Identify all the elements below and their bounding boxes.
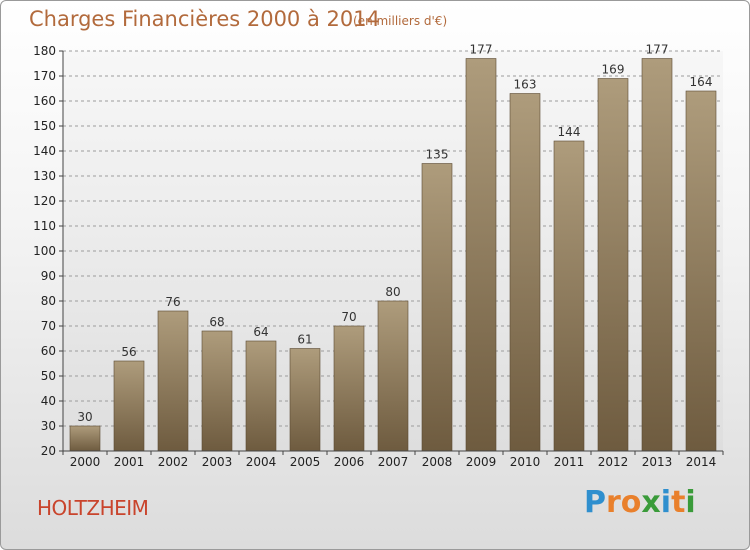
x-tick-label: 2004 [246, 455, 277, 469]
bar [289, 348, 321, 452]
x-tick-label: 2000 [70, 455, 101, 469]
y-tick-label: 70 [41, 319, 56, 333]
bar-value-label: 76 [165, 295, 180, 309]
y-tick-label: 110 [33, 219, 56, 233]
bar [421, 163, 453, 452]
y-tick-label: 90 [41, 269, 56, 283]
y-tick-label: 140 [33, 144, 56, 158]
bar [157, 310, 189, 452]
y-tick-label: 130 [33, 169, 56, 183]
bar-value-label: 80 [385, 285, 400, 299]
bar [113, 360, 145, 452]
bar-value-label: 61 [297, 333, 312, 347]
bar [69, 425, 101, 452]
bar-value-label: 135 [426, 148, 449, 162]
bar-value-label: 144 [558, 125, 581, 139]
x-tick-label: 2005 [290, 455, 321, 469]
bar-value-label: 169 [602, 63, 625, 77]
x-tick-label: 2013 [642, 455, 673, 469]
y-axis: 20 30 40 50 60 70 80 90 100 110 120 130 140 150 160 170… [33, 44, 64, 458]
bar-value-label: 64 [253, 325, 268, 339]
bar-value-label: 56 [121, 345, 136, 359]
bar [245, 340, 277, 452]
logo-letter: i [685, 485, 696, 520]
chart-title: Charges Financières 2000 à 2014 [29, 7, 380, 31]
y-tick-label: 30 [41, 419, 56, 433]
logo-letter: t [671, 485, 686, 520]
bar [377, 300, 409, 452]
y-tick-label: 170 [33, 69, 56, 83]
x-tick-label: 2009 [466, 455, 497, 469]
x-tick-label: 2006 [334, 455, 365, 469]
chart-subtitle: (en milliers d'€) [353, 14, 448, 28]
y-tick-label: 120 [33, 194, 56, 208]
city-name: HOLTZHEIM [37, 496, 149, 520]
y-tick-label: 50 [41, 369, 56, 383]
y-tick-label: 100 [33, 244, 56, 258]
x-tick-label: 2001 [114, 455, 145, 469]
bar-value-label: 163 [514, 78, 537, 92]
y-tick-label: 40 [41, 394, 56, 408]
x-tick-label: 2012 [598, 455, 629, 469]
bar [465, 58, 497, 452]
x-tick-label: 2008 [422, 455, 453, 469]
bar-value-label: 70 [341, 310, 356, 324]
bar-value-label: 30 [77, 410, 92, 424]
bar [333, 325, 365, 452]
y-tick-label: 150 [33, 119, 56, 133]
y-tick-label: 160 [33, 94, 56, 108]
bar [641, 58, 673, 452]
logo-letter: i [660, 485, 672, 520]
proxiti-logo: Proxiti [584, 485, 696, 520]
logo-letter: P [584, 485, 606, 520]
bar [201, 330, 233, 452]
y-tick-label: 60 [41, 344, 56, 358]
y-tick-label: 180 [33, 44, 56, 58]
bar-value-label: 177 [470, 43, 493, 57]
x-tick-label: 2014 [686, 455, 717, 469]
logo-letter: x [641, 485, 661, 520]
bar [553, 140, 585, 452]
x-tick-label: 2003 [202, 455, 233, 469]
bar-value-label: 164 [690, 75, 713, 89]
x-tick-label: 2002 [158, 455, 189, 469]
x-tick-label: 2011 [554, 455, 585, 469]
y-tick-label: 20 [41, 444, 56, 458]
x-tick-label: 2010 [510, 455, 541, 469]
bar [509, 93, 541, 452]
logo-letter: r [606, 485, 621, 520]
x-tick-label: 2007 [378, 455, 409, 469]
bar [685, 90, 717, 452]
x-axis: 2000 2001 2002 2003 2004 2005 2006 2007 2008 2009… [62, 450, 724, 469]
bars: 30 56 76 68 64 61 70 80 135 177 163 144 169 177 164 [69, 43, 717, 452]
bar [597, 78, 629, 452]
bar-value-label: 177 [646, 43, 669, 57]
logo-letter: o [620, 485, 642, 520]
y-tick-label: 80 [41, 294, 56, 308]
bar-value-label: 68 [209, 315, 224, 329]
bar-chart: 20 30 40 50 60 70 80 90 100 110 120 130 140 150 160 170… [33, 43, 724, 469]
